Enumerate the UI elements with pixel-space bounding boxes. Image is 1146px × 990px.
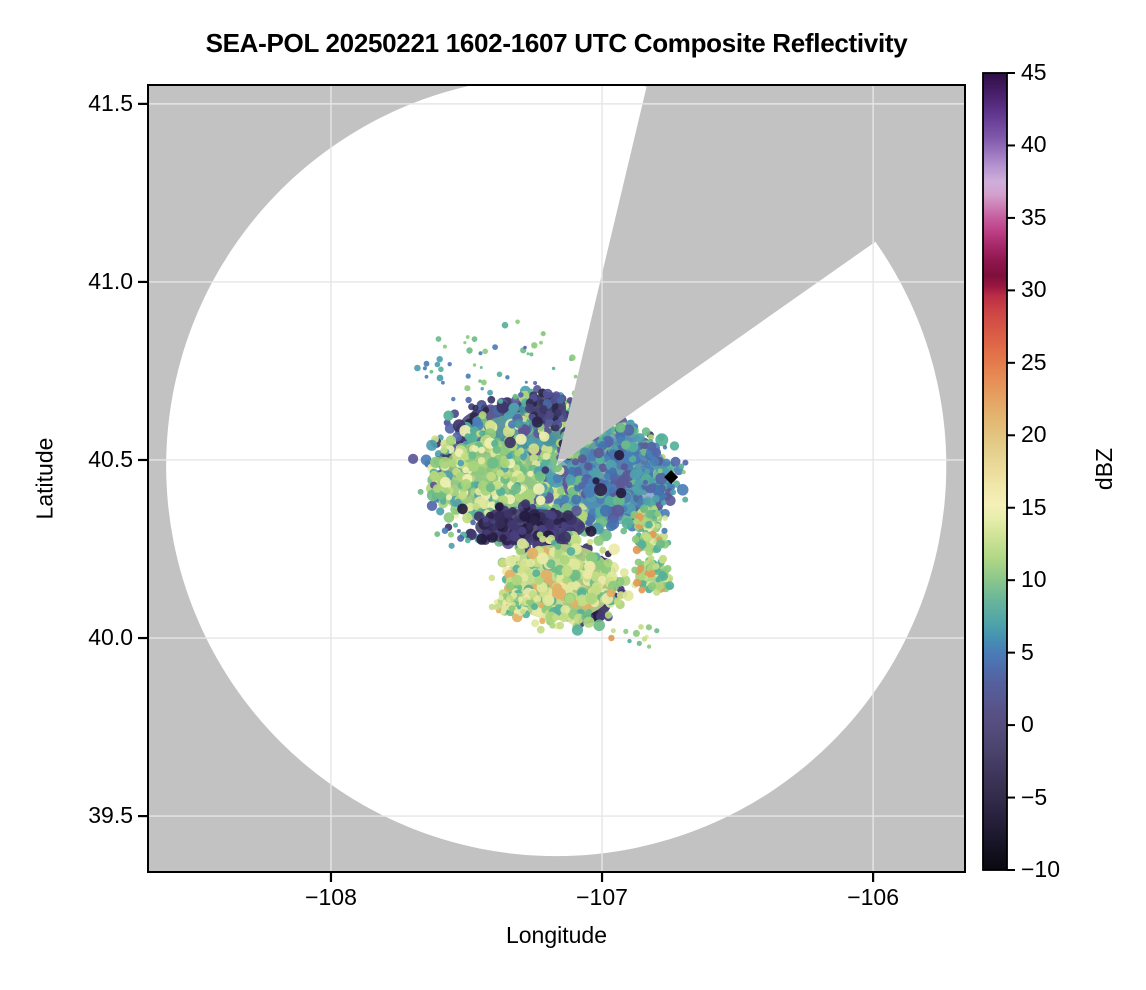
colorbar-tick-label: 15 — [1021, 493, 1047, 520]
y-tick-label: 41.5 — [88, 89, 133, 116]
blocked-sector-wedge — [556, 85, 965, 467]
colorbar-tick-label: 45 — [1021, 59, 1047, 85]
echo-blob-nw-speck-field — [414, 319, 601, 405]
colorbar-border — [982, 72, 1008, 871]
colorbar-tick-label: 10 — [1021, 566, 1047, 593]
plot-border — [147, 84, 966, 873]
colorbar — [982, 72, 1015, 871]
echo-blob-sw-streak — [488, 589, 544, 619]
colorbar-tick-label: 5 — [1021, 638, 1034, 665]
colorbar-tick-label: 20 — [1021, 421, 1047, 448]
site-marker-diamond — [664, 470, 679, 485]
echo-blob-se-blob-2 — [631, 529, 672, 556]
x-tick-label: −107 — [576, 884, 628, 910]
echo-blob-north-dark-bridge — [525, 385, 574, 432]
colorbar-tick-label: 25 — [1021, 348, 1047, 375]
colorbar-tick-label: 40 — [1021, 131, 1047, 158]
colorbar-gradient — [983, 73, 1007, 870]
colorbar-unit-label: dBZ — [1091, 447, 1117, 491]
echo-blob-se-blob-3 — [631, 554, 675, 596]
y-axis-label: Latitude — [31, 437, 58, 520]
colorbar-tick-label: −5 — [1021, 783, 1048, 810]
echo-blob-south-specks — [608, 624, 660, 649]
plot-area — [148, 85, 965, 872]
colorbar-tick-label: −10 — [1021, 856, 1061, 882]
echo-blob-east-blue-lobe — [565, 419, 689, 535]
colorbar-tick-label: 35 — [1021, 203, 1047, 230]
y-tick-label: 41.0 — [88, 267, 133, 294]
y-tick-label: 40.5 — [88, 445, 133, 472]
y-tick-label: 40.0 — [88, 624, 133, 651]
gridlines — [148, 85, 965, 872]
echo-blob-core-dark-spots — [457, 416, 627, 544]
plot-title: SEA-POL 20250221 1602-1607 UTC Composite… — [205, 28, 908, 58]
x-axis-label: Longitude — [505, 922, 608, 948]
colorbar-tick-label: 0 — [1021, 711, 1034, 738]
echo-field — [408, 319, 689, 649]
axis-ticks — [138, 102, 875, 882]
echo-blob-west-specks — [434, 519, 476, 549]
x-tick-label: −108 — [305, 884, 357, 910]
echo-blob-east-specks — [642, 441, 689, 534]
y-tick-label: 39.5 — [88, 802, 133, 829]
x-tick-label: −106 — [847, 884, 899, 910]
colorbar-tick-label: 30 — [1021, 276, 1047, 303]
